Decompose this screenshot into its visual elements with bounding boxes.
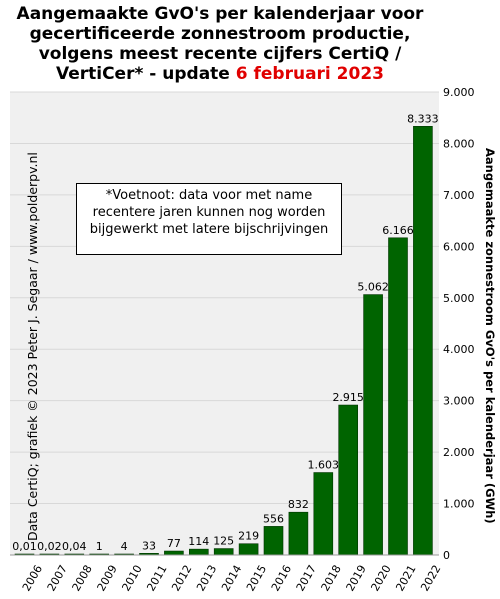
x-axis-tick-labels: 2006 2007 2008 2009 2010 2011 2012 2013 2014 2015… — [20, 563, 444, 594]
data-label: 4 — [121, 540, 128, 553]
y-tick-label: 5.000 — [443, 292, 475, 305]
x-tick-label: 2007 — [45, 563, 70, 594]
chart-title-line-3: volgens meest recente cijfers CertiQ / — [38, 44, 402, 64]
x-tick-label: 2008 — [70, 563, 95, 594]
x-tick-label: 2020 — [368, 563, 393, 594]
x-tick-label: 2006 — [20, 563, 45, 594]
footnote-box: *Voetnoot: data voor met name recentere … — [76, 183, 342, 255]
x-tick-label: 2011 — [144, 563, 169, 594]
data-label: 125 — [213, 535, 234, 548]
data-labels: 0,01 0,02 0,04 1 4 33 77 114 125 219 556 832 1.603 2.… — [12, 112, 438, 553]
bar — [213, 548, 234, 556]
bar — [388, 237, 408, 556]
bar — [313, 472, 334, 556]
bar — [238, 543, 259, 556]
y-axis-tick-labels: 0 1.000 2.000 3.000 4.000 5.000 6.000 7.000 8.00… — [443, 86, 475, 562]
chart-title-line-2: gecertificeerde zonnestroom productie, — [29, 24, 411, 44]
footnote-line-1: *Voetnoot: data voor met name — [105, 188, 313, 203]
bar — [263, 526, 284, 556]
bar — [338, 404, 359, 556]
bar — [164, 550, 184, 556]
bar — [363, 294, 383, 556]
y-tick-label: 3.000 — [443, 395, 475, 408]
data-label: 33 — [142, 539, 156, 552]
chart-title: Aangemaakte GvO's per kalenderjaar voor … — [0, 4, 440, 84]
x-tick-label: 2010 — [119, 563, 144, 594]
y-tick-label: 8.000 — [443, 137, 475, 150]
footnote-line-3: bijgewerkt met latere bijschrijvingen — [89, 222, 329, 237]
x-tick-label: 2019 — [344, 563, 369, 594]
data-label: 114 — [188, 535, 209, 548]
data-label: 832 — [288, 498, 309, 511]
x-tick-label: 2014 — [219, 563, 244, 594]
x-tick-label: 2017 — [294, 563, 319, 594]
y-tick-label: 7.000 — [443, 189, 475, 202]
bar — [189, 548, 209, 556]
data-label: 0,02 — [37, 540, 62, 553]
x-tick-label: 2018 — [319, 563, 344, 594]
x-tick-label: 2021 — [393, 563, 418, 594]
x-tick-label: 2016 — [269, 563, 294, 594]
data-label: 0,04 — [62, 540, 87, 553]
x-tick-label: 2009 — [95, 563, 120, 594]
data-label: 8.333 — [407, 112, 439, 125]
y-tick-label: 0 — [443, 549, 450, 562]
data-label: 1 — [96, 540, 103, 553]
y-tick-label: 2.000 — [443, 446, 475, 459]
chart-title-line-4: VertiCer* - update 6 februari 2023 — [0, 64, 440, 84]
data-label: 5.062 — [357, 281, 389, 294]
data-label: 2.915 — [332, 391, 364, 404]
y-tick-label: 9.000 — [443, 86, 475, 99]
data-label: 77 — [167, 537, 181, 550]
y-axis-label: Aangemaakte zonnestroom GvO's per kalend… — [483, 148, 497, 524]
x-tick-label: 2012 — [169, 563, 194, 594]
x-tick-label: 2013 — [194, 563, 219, 594]
credit-text: Data CertiQ; grafiek © 2023 Peter J. Seg… — [25, 152, 40, 541]
data-label: 6.166 — [382, 224, 414, 237]
x-tick-label: 2015 — [244, 563, 269, 594]
chart-title-line-1: Aangemaakte GvO's per kalenderjaar voor — [16, 4, 424, 24]
data-label: 556 — [263, 512, 284, 525]
x-tick-label: 2022 — [418, 563, 443, 594]
bar — [413, 126, 433, 556]
bars — [14, 126, 433, 556]
y-tick-label: 6.000 — [443, 240, 475, 253]
footnote-line-2: recentere jaren kunnen nog worden — [92, 205, 326, 220]
data-label: 1.603 — [308, 459, 340, 472]
y-tick-label: 1.000 — [443, 498, 475, 511]
y-tick-label: 4.000 — [443, 343, 475, 356]
chart-title-update-date: 6 februari 2023 — [235, 64, 384, 84]
bar — [288, 511, 309, 556]
data-label: 219 — [238, 530, 259, 543]
chart-title-prefix: VertiCer* - update — [55, 64, 236, 84]
data-label: 0,01 — [12, 540, 37, 553]
